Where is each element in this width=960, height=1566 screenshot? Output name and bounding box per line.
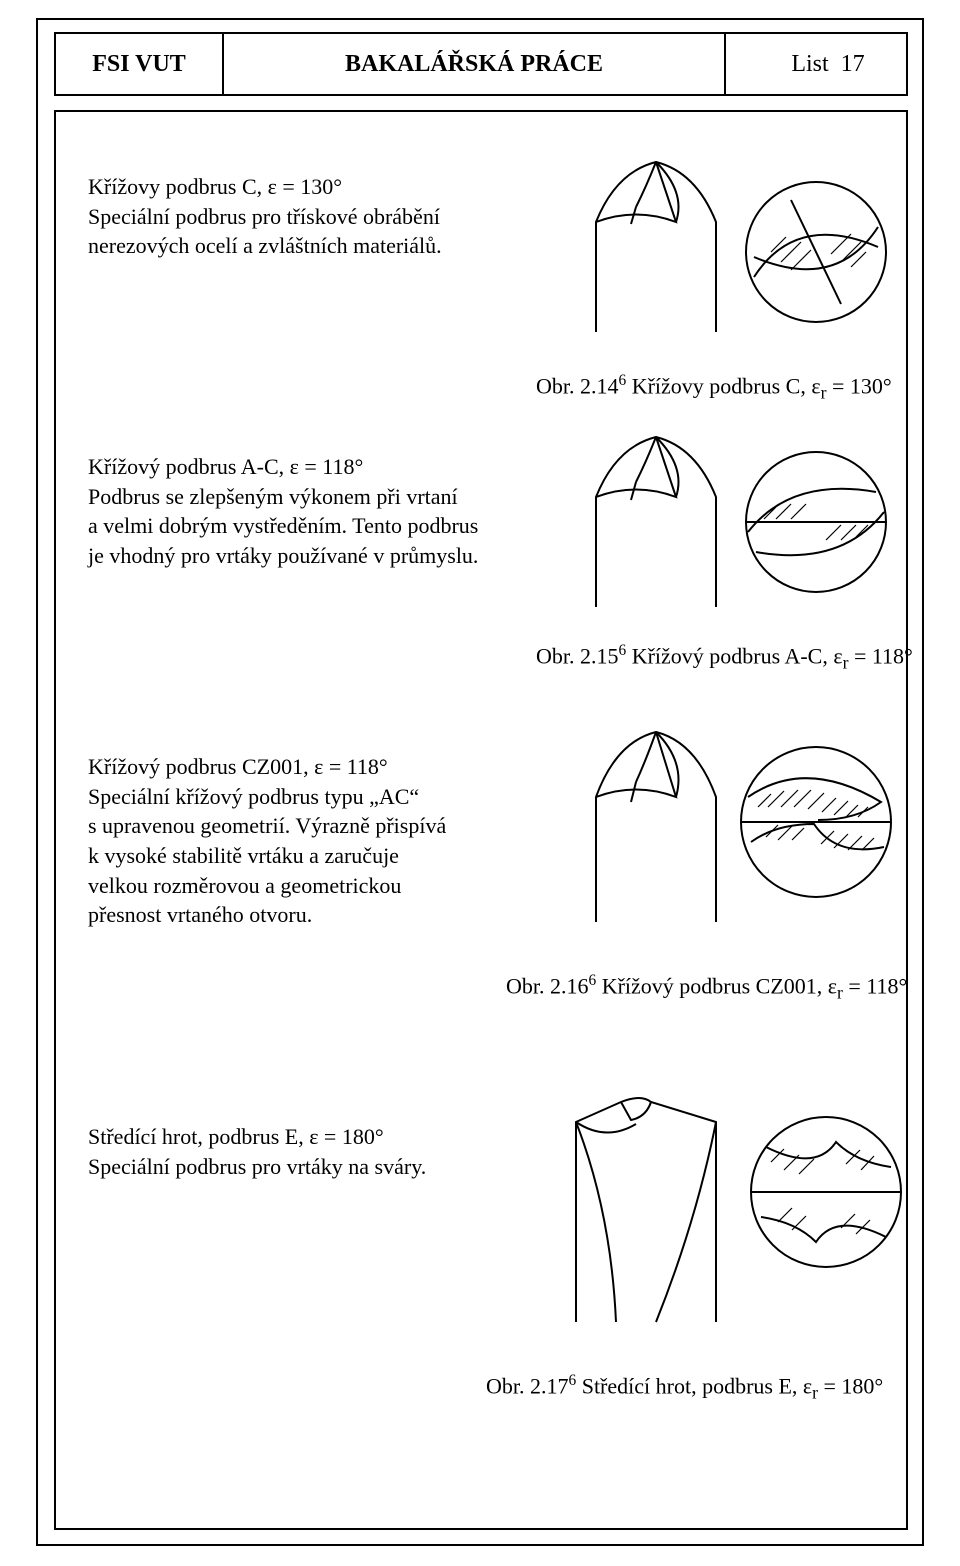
cap1-pre: Obr. 2.14 xyxy=(536,373,619,398)
cap1-end: = 130° xyxy=(826,373,891,398)
sec4-l2: Speciální podbrus pro vrtáky na sváry. xyxy=(88,1152,518,1182)
sec3-l4: k vysoké stabilitě vrtáku a zaručuje xyxy=(88,841,518,871)
caption-1: Obr. 2.146 Křížovy podbrus C, εr = 130° xyxy=(536,372,892,404)
content-frame: Křížovy podbrus C, ε = 130° Speciální po… xyxy=(54,110,908,1530)
cap3-end: = 118° xyxy=(843,973,907,998)
cap4-pre: Obr. 2.17 xyxy=(486,1373,569,1398)
cap3-post: Křížový podbrus CZ001, ε xyxy=(596,973,837,998)
sec2-l3: a velmi dobrým vystředěním. Tento podbru… xyxy=(88,511,518,541)
header-right-label: List xyxy=(791,51,828,78)
sec4-title: Středící hrot, podbrus E, ε = 180° xyxy=(88,1122,518,1152)
sec3-l5: velkou rozměrovou a geometrickou xyxy=(88,871,518,901)
sec3-l3: s upravenou geometrií. Výrazně přispívá xyxy=(88,811,518,841)
sec1-l3: nerezových ocelí a zvláštních materiálů. xyxy=(88,231,518,261)
sec2-l4: je vhodný pro vrtáky používané v průmysl… xyxy=(88,541,518,571)
cap2-post: Křížový podbrus A-C, ε xyxy=(626,643,842,668)
cap1-post: Křížovy podbrus C, ε xyxy=(626,373,820,398)
text-block-3: Křížový podbrus CZ001, ε = 118° Speciáln… xyxy=(88,752,518,930)
figure-1 xyxy=(576,152,896,352)
header-mid: BAKALÁŘSKÁ PRÁCE xyxy=(224,34,726,94)
page-frame: FSI VUT BAKALÁŘSKÁ PRÁCE List 17 Křížovy… xyxy=(36,18,924,1546)
header-right-num: 17 xyxy=(841,51,865,78)
cap3-pre: Obr. 2.16 xyxy=(506,973,589,998)
header-row: FSI VUT BAKALÁŘSKÁ PRÁCE List 17 xyxy=(54,32,908,96)
caption-3: Obr. 2.166 Křížový podbrus CZ001, εr = 1… xyxy=(506,972,907,1004)
cap4-post: Středící hrot, podbrus E, ε xyxy=(576,1373,812,1398)
cap2-end: = 118° xyxy=(848,643,912,668)
figure-2 xyxy=(576,422,896,622)
sec2-l2: Podbrus se zlepšeným výkonem při vrtaní xyxy=(88,482,518,512)
sec1-l2: Speciální podbrus pro třískové obrábění xyxy=(88,202,518,232)
cap2-pre: Obr. 2.15 xyxy=(536,643,619,668)
sec1-title: Křížovy podbrus C, ε = 130° xyxy=(88,172,518,202)
sec3-l2: Speciální křížový podbrus typu „AC“ xyxy=(88,782,518,812)
caption-4: Obr. 2.176 Středící hrot, podbrus E, εr … xyxy=(486,1372,883,1404)
header-right: List 17 xyxy=(726,34,906,94)
header-left: FSI VUT xyxy=(56,34,224,94)
sec3-title: Křížový podbrus CZ001, ε = 118° xyxy=(88,752,518,782)
sec3-l6: přesnost vrtaného otvoru. xyxy=(88,900,518,930)
cap4-end: = 180° xyxy=(818,1373,883,1398)
text-block-2: Křížový podbrus A-C, ε = 118° Podbrus se… xyxy=(88,452,518,571)
figure-3 xyxy=(576,712,896,942)
sec2-title: Křížový podbrus A-C, ε = 118° xyxy=(88,452,518,482)
text-block-1: Křížovy podbrus C, ε = 130° Speciální po… xyxy=(88,172,518,261)
caption-2: Obr. 2.156 Křížový podbrus A-C, εr = 118… xyxy=(536,642,913,674)
figure-4 xyxy=(556,1062,906,1342)
text-block-4: Středící hrot, podbrus E, ε = 180° Speci… xyxy=(88,1122,518,1181)
